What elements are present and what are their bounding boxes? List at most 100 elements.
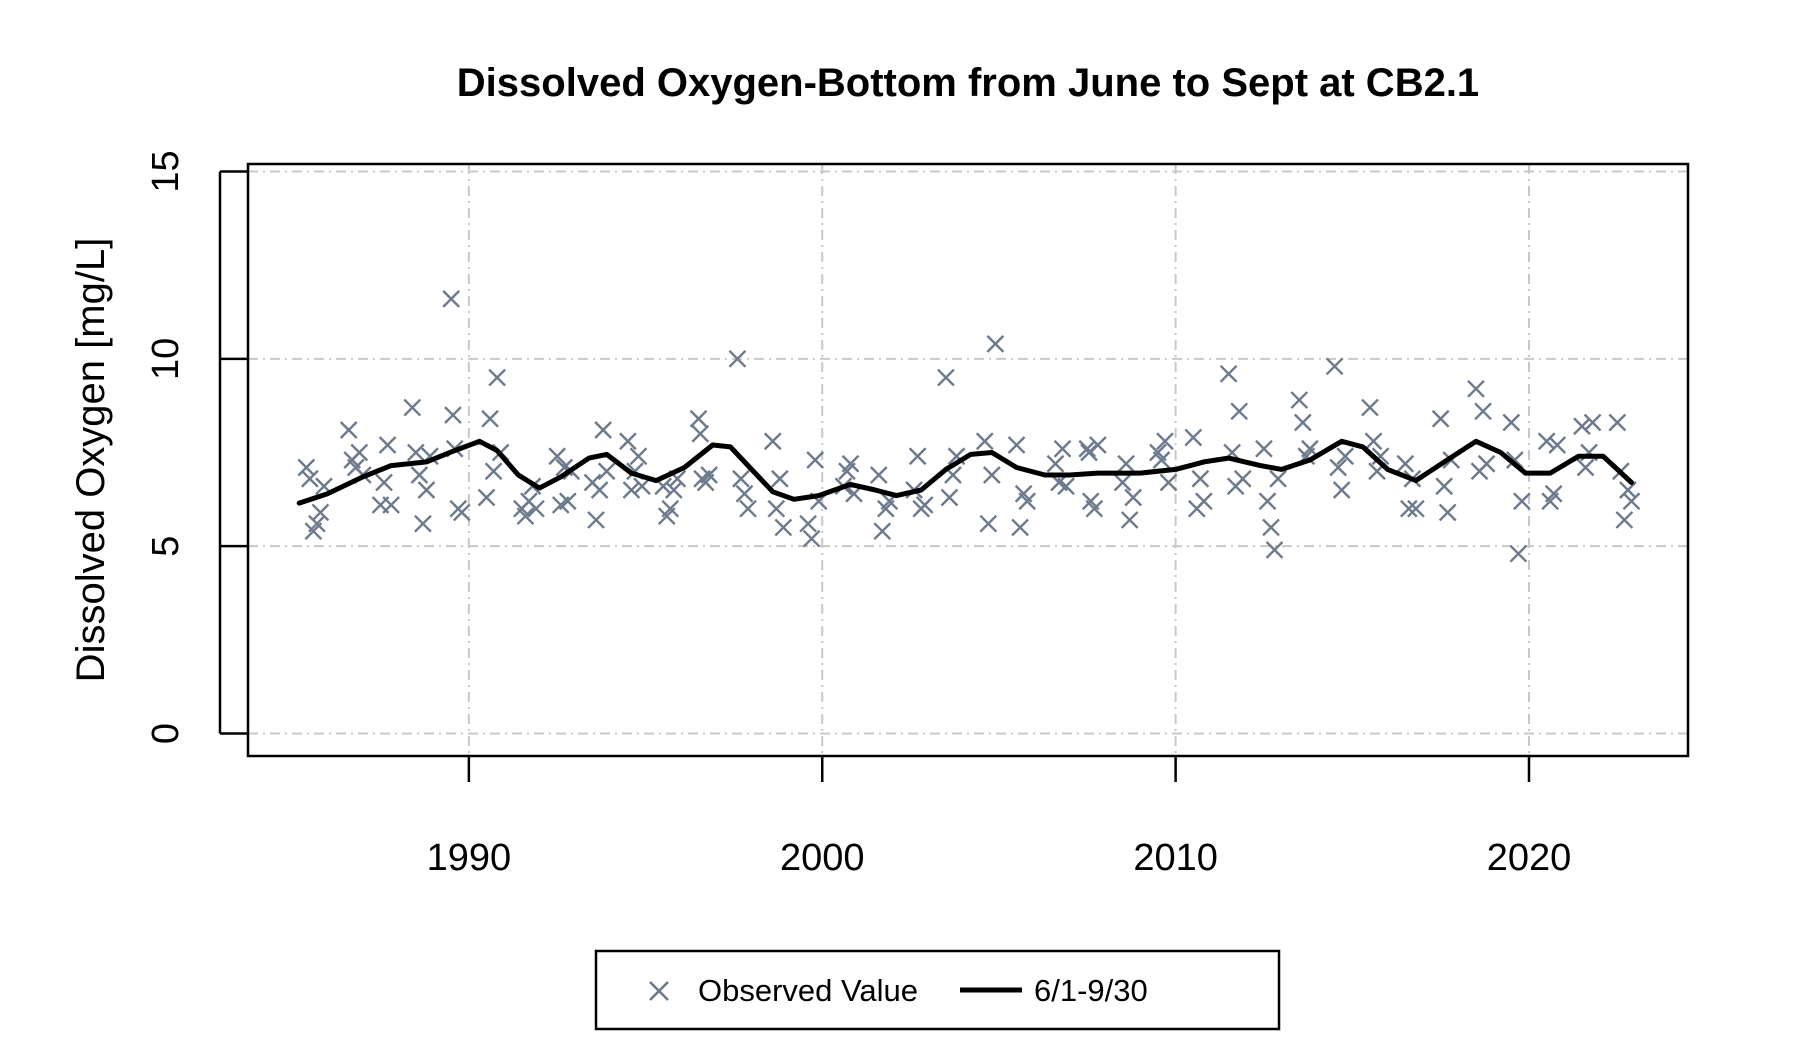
data-point [375, 473, 393, 492]
data-point [414, 514, 432, 533]
data-point [1191, 469, 1210, 488]
data-point [770, 469, 789, 488]
data-point [979, 514, 998, 533]
data-point [1399, 499, 1418, 518]
y-axis-title: Dissolved Oxygen [mg/L] [69, 238, 113, 683]
data-point [1431, 409, 1450, 428]
data-point [763, 432, 782, 451]
data-point [1007, 436, 1026, 454]
data-point [691, 424, 710, 443]
data-point [1269, 469, 1287, 488]
data-point [590, 481, 609, 499]
data-point [1219, 364, 1238, 383]
data-point [774, 518, 793, 537]
data-point [937, 368, 955, 387]
data-point [735, 484, 754, 503]
legend-box [594, 949, 1281, 1031]
x-tick-label: 2010 [1133, 837, 1218, 879]
legend-label-smooth: 6/1-9/30 [1034, 973, 1148, 1008]
data-point [799, 514, 817, 533]
data-point [1467, 379, 1485, 398]
data-point [1537, 432, 1556, 451]
y-tick-label: 10 [145, 338, 187, 380]
data-point [1325, 357, 1344, 376]
plot-frame [246, 162, 1690, 758]
y-axis: 0 5 10 15 [145, 150, 248, 744]
data-point [308, 514, 326, 533]
data-point [1057, 477, 1075, 496]
data-point [1336, 447, 1355, 466]
data-point [1117, 454, 1135, 473]
data-point [1329, 458, 1348, 477]
data-point [1258, 492, 1277, 511]
data-point [873, 522, 892, 541]
x-tick-label: 2020 [1487, 837, 1572, 879]
data-point [1474, 402, 1492, 421]
data-point [1011, 518, 1029, 537]
data-point [452, 503, 471, 522]
data-point [728, 349, 747, 368]
data-point [339, 421, 358, 439]
data-point [1544, 484, 1563, 503]
data-point [633, 477, 651, 496]
legend: Observed Value 6/1-9/30 [594, 949, 1281, 1031]
data-point [488, 368, 506, 387]
y-tick-label: 5 [145, 536, 187, 557]
data-point [629, 447, 648, 466]
data-point [1290, 391, 1309, 409]
data-point [1262, 518, 1280, 537]
data-point [1113, 473, 1132, 492]
data-point [1371, 447, 1390, 466]
data-point [1505, 451, 1524, 469]
data-point [619, 432, 637, 451]
data-point [587, 511, 605, 529]
data-point [1438, 503, 1457, 522]
data-point [975, 432, 994, 451]
data-point [1513, 492, 1531, 511]
data-point [407, 443, 425, 462]
data-point [1156, 432, 1174, 451]
data-point [382, 496, 400, 514]
data-point [1293, 413, 1312, 432]
data-point [908, 447, 927, 466]
data-point [442, 290, 461, 308]
data-point [1018, 492, 1037, 511]
data-point [1124, 488, 1143, 507]
data-point [689, 409, 708, 428]
data-point [622, 481, 641, 499]
data-point [417, 481, 436, 499]
smooth-line-group [296, 438, 1634, 506]
data-point [1332, 481, 1351, 499]
data-point [1085, 499, 1104, 518]
data-point [739, 499, 757, 518]
data-point [597, 462, 616, 481]
data-point [516, 507, 535, 526]
data-point [410, 466, 429, 484]
data-point [1583, 413, 1602, 432]
data-point [481, 409, 499, 428]
data-point [767, 499, 786, 518]
data-point [732, 469, 750, 488]
data-point [1265, 541, 1284, 559]
data-point [1502, 413, 1521, 432]
data-point [297, 458, 316, 477]
grid [248, 164, 1688, 756]
x-tick-label: 1990 [427, 837, 512, 879]
data-point [1089, 436, 1107, 454]
data-point [1184, 428, 1203, 447]
data-point [986, 334, 1005, 353]
data-point [1364, 432, 1383, 451]
y-tick-label: 0 [145, 723, 187, 744]
data-point [1361, 398, 1379, 417]
data-point [700, 466, 719, 484]
data-point [444, 406, 462, 424]
data-point [594, 421, 612, 439]
data-point [1046, 454, 1065, 473]
data-point [1053, 439, 1072, 458]
data-point [869, 466, 888, 484]
smooth-line [296, 438, 1634, 506]
data-point [378, 436, 397, 454]
x-axis: 1990 2000 2010 2020 [427, 756, 1572, 879]
data-point [1233, 469, 1252, 488]
data-point [1622, 492, 1641, 511]
